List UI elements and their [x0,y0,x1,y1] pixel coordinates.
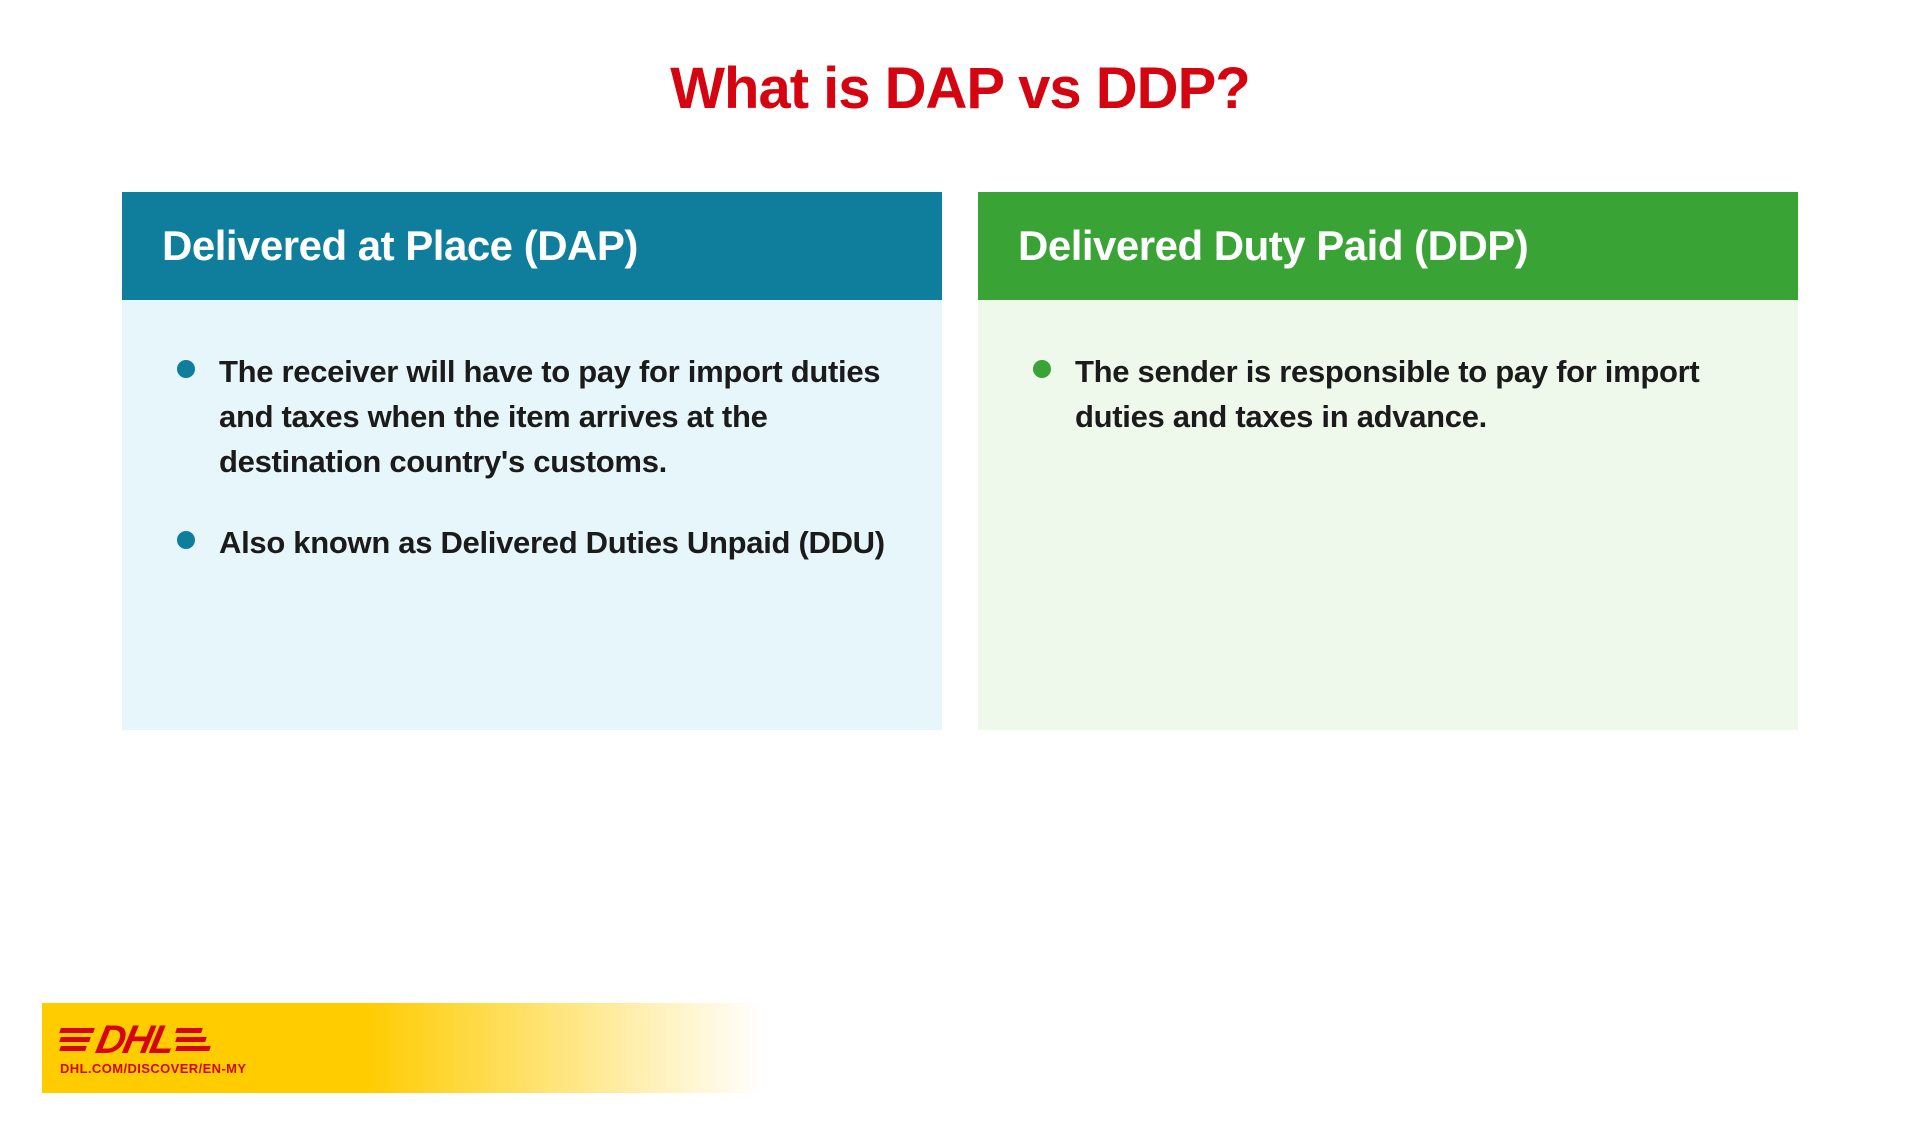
cards-container: Delivered at Place (DAP) The receiver wi… [0,192,1920,730]
footer-inner: DHL DHL.COM/DISCOVER/EN-MY [60,1021,246,1076]
bullet-text: Also known as Delivered Duties Unpaid (D… [219,521,885,566]
dhl-stripes-left-icon [60,1028,94,1051]
bullet-icon [177,531,195,549]
bullet-text: The sender is responsible to pay for imp… [1075,350,1748,440]
dhl-logo-text: DHL [93,1020,178,1060]
bullet-icon [177,360,195,378]
card-dap-body: The receiver will have to pay for import… [122,300,942,730]
card-ddp-header: Delivered Duty Paid (DDP) [978,192,1798,300]
card-dap: Delivered at Place (DAP) The receiver wi… [122,192,942,730]
card-ddp: Delivered Duty Paid (DDP) The sender is … [978,192,1798,730]
dhl-logo: DHL [60,1021,210,1059]
list-item: The sender is responsible to pay for imp… [1033,350,1748,440]
card-dap-header: Delivered at Place (DAP) [122,192,942,300]
dhl-stripes-right-icon [176,1028,210,1051]
bullet-text: The receiver will have to pay for import… [219,350,892,485]
card-ddp-body: The sender is responsible to pay for imp… [978,300,1798,730]
bullet-icon [1033,360,1051,378]
list-item: The receiver will have to pay for import… [177,350,892,485]
list-item: Also known as Delivered Duties Unpaid (D… [177,521,892,566]
page-title: What is DAP vs DDP? [0,55,1920,122]
footer-url: DHL.COM/DISCOVER/EN-MY [60,1061,246,1076]
